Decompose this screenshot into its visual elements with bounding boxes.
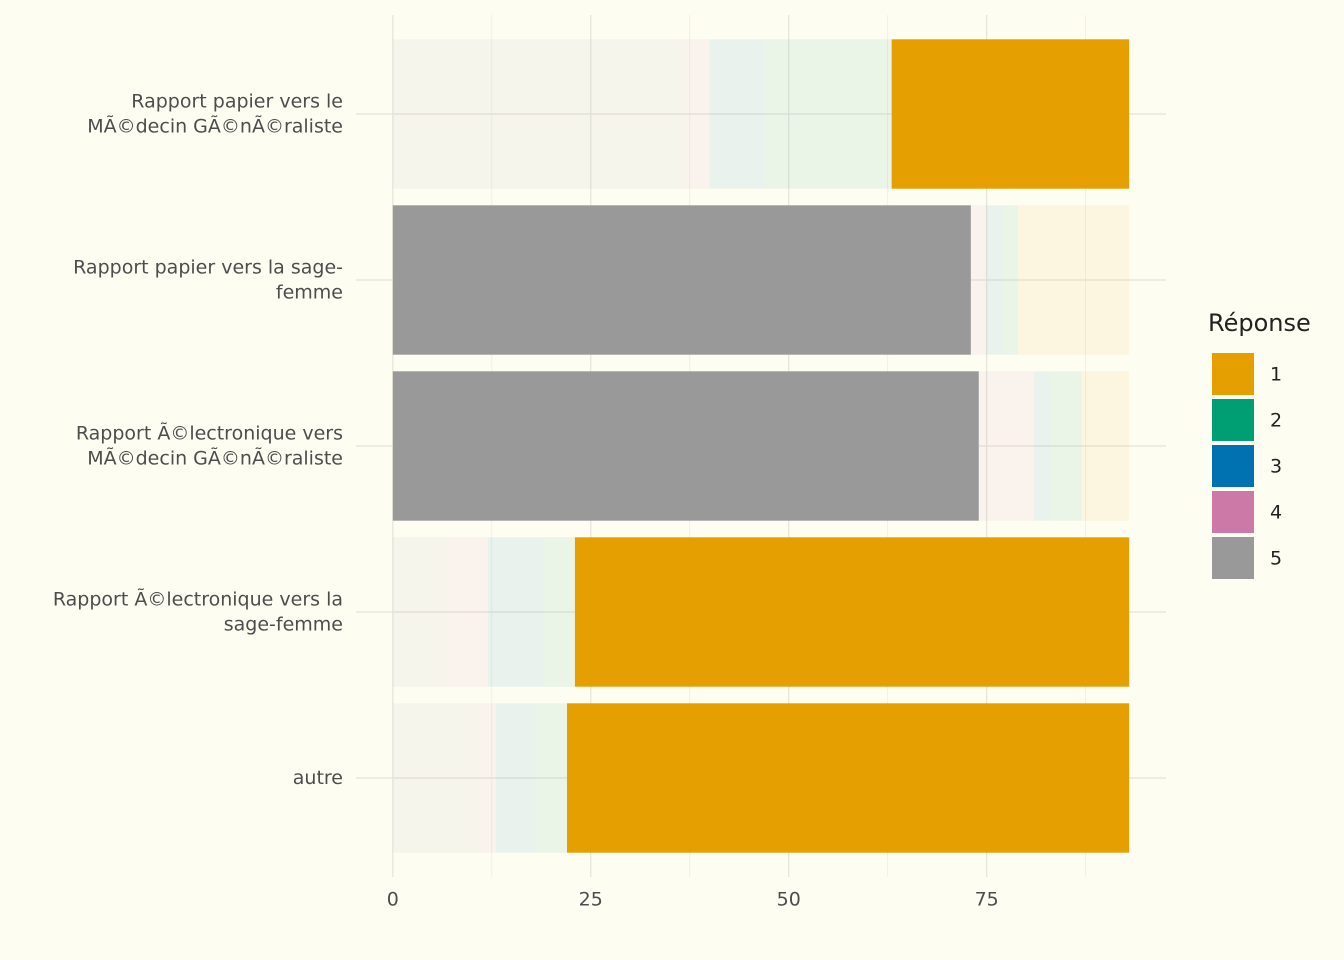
bar-segment (567, 703, 1130, 853)
bar-segment (891, 39, 1130, 189)
x-tick-label: 50 (777, 889, 801, 911)
legend-key (1212, 399, 1254, 441)
y-tick-label: autre (293, 767, 343, 789)
bar-segment (487, 537, 544, 687)
legend-label: 4 (1270, 502, 1282, 524)
legend-label: 3 (1270, 456, 1282, 478)
bar-segment (495, 703, 536, 853)
legend-key (1212, 353, 1254, 395)
bar-segment (392, 371, 979, 521)
bar-segment (535, 703, 568, 853)
bar-segment (479, 703, 496, 853)
legend-key (1212, 445, 1254, 487)
bar-segment (685, 39, 710, 189)
y-tick-label: Rapport papier vers la sage-femme (73, 256, 343, 303)
x-tick-label: 75 (975, 889, 999, 911)
legend-label: 5 (1270, 548, 1282, 570)
legend-title: Réponse (1208, 309, 1311, 337)
x-tick-label: 0 (387, 889, 399, 911)
y-tick-label: Rapport Ã©lectronique vers la sage-femme (53, 587, 343, 635)
bar-segment (1034, 371, 1051, 521)
bar-segment (392, 205, 971, 355)
bar-segment (1050, 371, 1082, 521)
legend-key (1212, 491, 1254, 533)
bar-segment (978, 371, 1035, 521)
legend-key (1212, 537, 1254, 579)
bar-segment (764, 39, 892, 189)
y-tick-label: Rapport Ã©lectronique vers MÃ©decin GÃ©nÃ… (76, 421, 343, 469)
legend-label: 1 (1270, 364, 1282, 386)
legend-label: 2 (1270, 410, 1282, 432)
bar-segment (1018, 205, 1130, 355)
bar-segment (392, 703, 480, 853)
bar-segment (543, 537, 575, 687)
bar-segment (709, 39, 765, 189)
bar-segment (970, 205, 987, 355)
x-tick-label: 25 (579, 889, 603, 911)
bar-segment (448, 537, 488, 687)
bar-segment (1002, 205, 1019, 355)
bar-segment (986, 205, 1003, 355)
bar-segment (392, 537, 449, 687)
bar-segment (574, 537, 1130, 687)
bar-segment (1081, 371, 1130, 521)
y-tick-label: Rapport papier vers le MÃ©decin GÃ©nÃ©ral… (87, 90, 343, 137)
bar-segment (392, 39, 686, 189)
